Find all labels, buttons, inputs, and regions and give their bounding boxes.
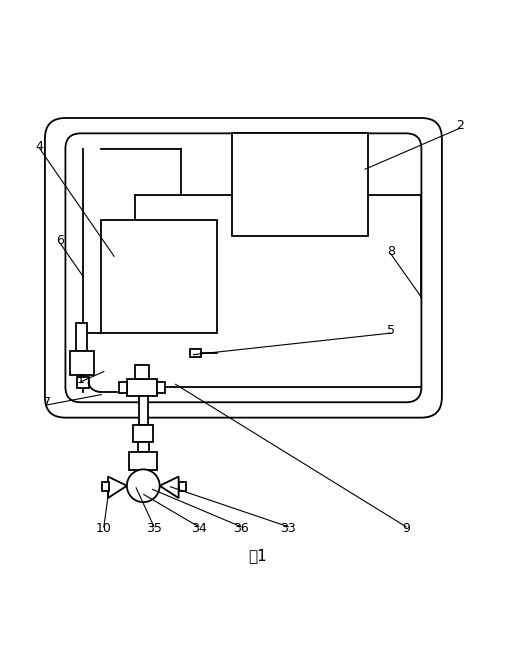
- Text: 33: 33: [280, 522, 296, 535]
- Bar: [127, 379, 157, 396]
- Text: 1: 1: [77, 373, 85, 386]
- Bar: [132, 425, 153, 441]
- Bar: [76, 323, 87, 351]
- Text: 8: 8: [387, 245, 394, 258]
- FancyBboxPatch shape: [45, 118, 442, 418]
- Text: 9: 9: [402, 522, 410, 535]
- Bar: [157, 382, 165, 392]
- Text: 35: 35: [146, 522, 162, 535]
- Text: 4: 4: [36, 140, 44, 153]
- Bar: [179, 482, 186, 491]
- Bar: [118, 382, 127, 392]
- Bar: [101, 220, 216, 333]
- FancyBboxPatch shape: [65, 133, 421, 402]
- Text: 36: 36: [233, 522, 249, 535]
- Text: 图1: 图1: [248, 548, 267, 564]
- Text: 34: 34: [191, 522, 207, 535]
- Bar: [232, 133, 368, 236]
- Bar: [139, 396, 148, 425]
- Text: 6: 6: [56, 234, 64, 247]
- Bar: [129, 452, 157, 470]
- Text: 2: 2: [456, 119, 464, 132]
- Bar: [102, 482, 109, 491]
- Text: 7: 7: [43, 396, 52, 409]
- Text: 10: 10: [96, 522, 112, 535]
- Text: 5: 5: [387, 324, 394, 337]
- Bar: [190, 349, 201, 357]
- Bar: [70, 350, 94, 375]
- Bar: [77, 377, 90, 388]
- Bar: [134, 365, 149, 379]
- Circle shape: [127, 470, 160, 502]
- Bar: [138, 441, 149, 452]
